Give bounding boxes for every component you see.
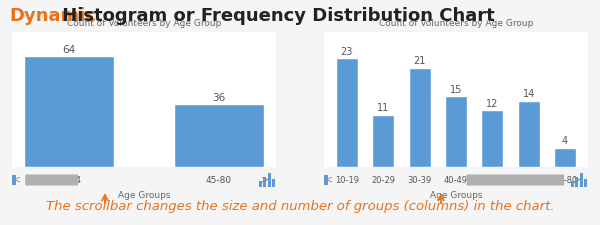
Title: Count of Volunteers by Age Group: Count of Volunteers by Age Group xyxy=(379,19,533,28)
Text: 23: 23 xyxy=(341,47,353,57)
Bar xyxy=(336,58,358,166)
Bar xyxy=(584,179,587,187)
Bar xyxy=(12,175,16,185)
Bar xyxy=(575,177,578,187)
Text: 36: 36 xyxy=(212,93,226,104)
Bar xyxy=(554,148,576,166)
Text: 4: 4 xyxy=(562,136,568,146)
Title: Count of Volunteers by Age Group: Count of Volunteers by Age Group xyxy=(67,19,221,28)
Bar xyxy=(445,96,467,166)
Bar xyxy=(324,175,328,185)
Text: Dynamic: Dynamic xyxy=(9,7,96,25)
Text: >: > xyxy=(262,175,269,185)
Bar xyxy=(24,56,114,166)
Bar xyxy=(263,177,266,187)
Text: 14: 14 xyxy=(523,89,535,99)
X-axis label: Age Groups: Age Groups xyxy=(430,191,482,200)
Bar xyxy=(580,173,583,187)
Text: 12: 12 xyxy=(486,99,499,109)
Bar xyxy=(272,179,275,187)
Bar xyxy=(518,101,539,166)
FancyBboxPatch shape xyxy=(25,174,78,186)
Text: 15: 15 xyxy=(450,85,462,95)
Bar xyxy=(409,68,431,166)
Text: 11: 11 xyxy=(377,104,389,113)
Bar xyxy=(174,104,264,166)
Text: Histogram or Frequency Distribution Chart: Histogram or Frequency Distribution Char… xyxy=(56,7,494,25)
Text: <: < xyxy=(325,175,334,185)
Text: The scrollbar changes the size and number of groups (columns) in the chart.: The scrollbar changes the size and numbe… xyxy=(46,200,554,213)
Bar xyxy=(571,181,574,187)
Bar xyxy=(259,181,262,187)
Text: 64: 64 xyxy=(62,45,76,55)
X-axis label: Age Groups: Age Groups xyxy=(118,191,170,200)
Bar xyxy=(268,173,271,187)
Text: <: < xyxy=(13,175,22,185)
Text: >: > xyxy=(574,175,581,185)
Bar xyxy=(481,110,503,166)
FancyBboxPatch shape xyxy=(467,174,564,186)
Bar xyxy=(373,115,394,166)
Text: 21: 21 xyxy=(413,56,426,66)
